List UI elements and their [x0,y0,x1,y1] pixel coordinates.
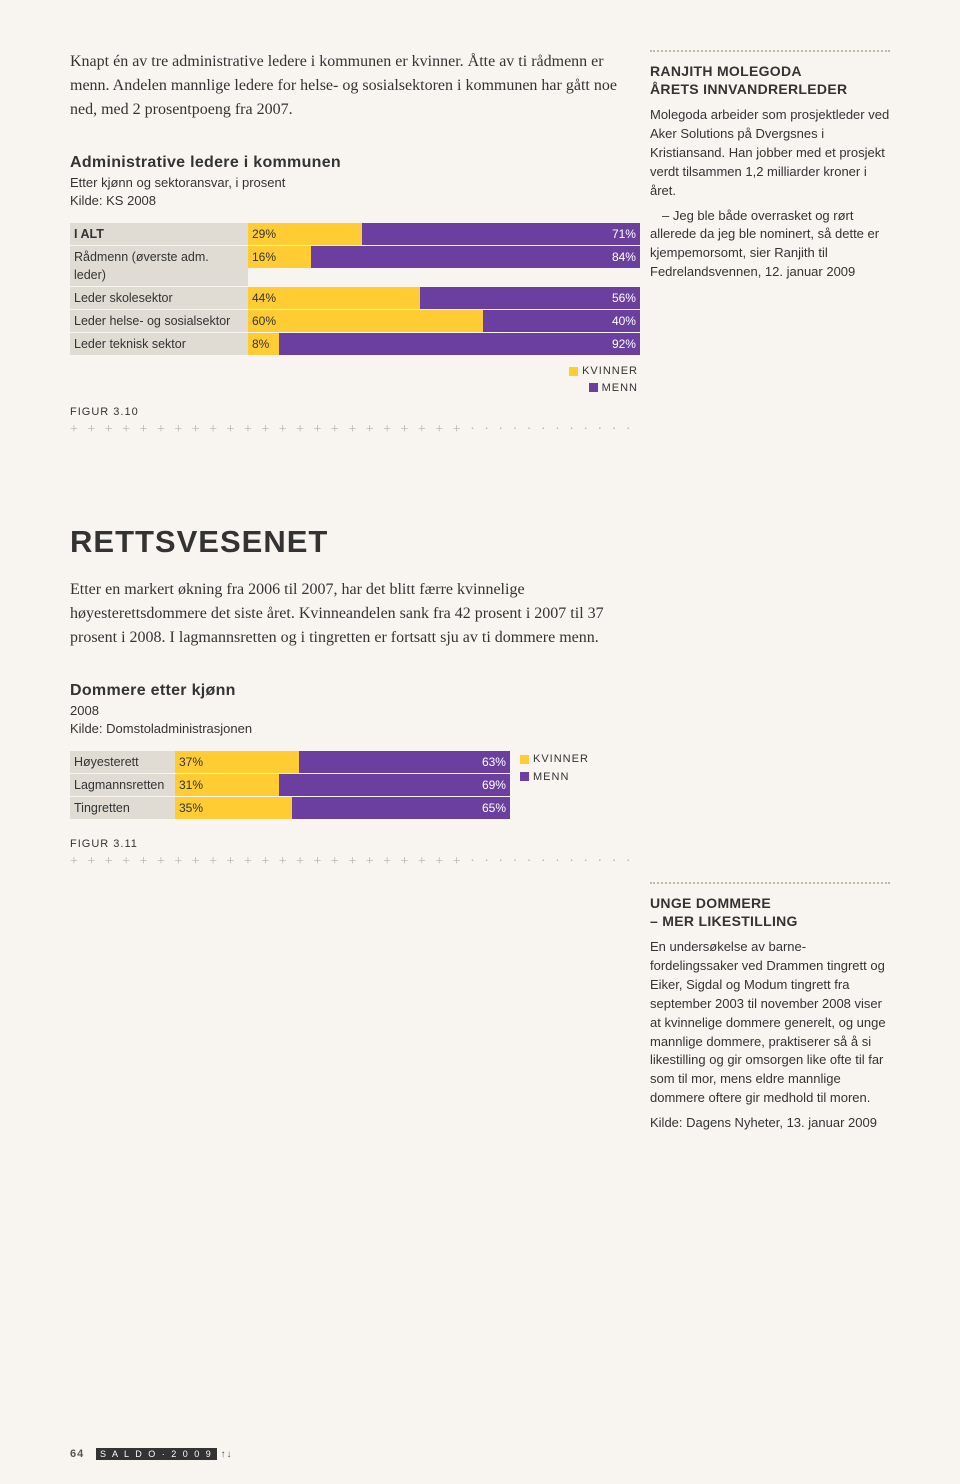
sidebar2-title-l2: – MER LIKESTILLING [650,913,798,929]
page-footer: 64 S A L D O · 2 0 0 9 ↑↓ [70,1448,233,1460]
chart1-legend: KVINNER MENN [70,363,640,396]
footer-arrows: ↑↓ [221,1449,233,1460]
bar-kvinner: 60% [248,310,483,332]
sidebar2-p1: En undersøkelse av barne-fordelingssaker… [650,938,890,1108]
sidebar1-title-l1: RANJITH MOLEGODA [650,63,802,79]
sidebar1-title-l2: ÅRETS INNVANDRERLEDER [650,81,847,97]
chart-row-label: Leder helse- og sosialsektor [70,310,248,332]
chart-row-label: Høyesterett [70,751,175,773]
bar-menn: 65% [292,797,510,819]
intro-paragraph-1: Knapt én av tre administrative ledere i … [70,50,640,122]
intro-paragraph-2: Etter en markert økning fra 2006 til 200… [70,578,640,650]
sidebar1-p2: – Jeg ble både overrasket og rørt allere… [650,207,890,282]
sidebar-dommere: UNGE DOMMERE – MER LIKESTILLING En under… [650,882,890,1133]
chart-row: I ALT29%71% [70,223,640,245]
chart2: Høyesterett37%63%Lagmannsretten31%69%Tin… [70,751,510,820]
sidebar2-p2: Kilde: Dagens Nyheter, 13. januar 2009 [650,1114,890,1133]
bar-kvinner: 37% [175,751,299,773]
chart-row-label: I ALT [70,223,248,245]
bar-menn: 63% [299,751,510,773]
chart-row-label: Tingretten [70,797,175,819]
bar-kvinner: 31% [175,774,279,796]
chart2-sub1: 2008 [70,703,99,718]
chart1-sub1: Etter kjønn og sektoransvar, i prosent [70,175,285,190]
chart2-legend: KVINNER MENN [520,751,589,786]
page-number: 64 [70,1448,84,1460]
chart-row: Rådmenn (øverste adm. leder)16%84% [70,246,640,286]
chart-row: Høyesterett37%63% [70,751,510,773]
bar-kvinner: 44% [248,287,420,309]
bar-menn: 84% [311,246,640,268]
chart-row: Leder skolesektor44%56% [70,287,640,309]
chart1-figref: FIGUR 3.10 [70,406,640,418]
chart-row-label: Rådmenn (øverste adm. leder) [70,246,248,286]
chart-row: Leder teknisk sektor8%92% [70,333,640,355]
chart-row: Leder helse- og sosialsektor60%40% [70,310,640,332]
chart1: I ALT29%71%Rådmenn (øverste adm. leder)1… [70,223,640,355]
chart2-title: Dommere etter kjønn [70,682,640,700]
chart-row-label: Leder teknisk sektor [70,333,248,355]
chart2-sub2: Kilde: Domstoladministrasjonen [70,721,252,736]
sidebar2-title-l1: UNGE DOMMERE [650,895,771,911]
chart-row-label: Leder skolesektor [70,287,248,309]
chart2-figref: FIGUR 3.11 [70,838,640,850]
chart-row-label: Lagmannsretten [70,774,175,796]
chart1-title: Administrative ledere i kommunen [70,154,640,172]
bar-menn: 92% [279,333,640,355]
dotted-divider-1: + + + + + + + + + + + + + + + + + + + + … [70,422,640,434]
sidebar1-p1: Molegoda arbeider som prosjektleder ved … [650,106,890,200]
sidebar-ranjith: RANJITH MOLEGODA ÅRETS INNVANDRERLEDER M… [650,50,890,282]
bar-menn: 56% [420,287,640,309]
bar-kvinner: 29% [248,223,362,245]
bar-menn: 69% [279,774,510,796]
footer-badge: S A L D O · 2 0 0 9 [96,1448,217,1460]
dotted-divider-2: + + + + + + + + + + + + + + + + + + + + … [70,854,640,866]
chart-row: Tingretten35%65% [70,797,510,819]
bar-menn: 40% [483,310,640,332]
bar-kvinner: 35% [175,797,292,819]
chart1-sub2: Kilde: KS 2008 [70,193,156,208]
bar-kvinner: 16% [248,246,311,268]
bar-kvinner: 8% [248,333,279,355]
chart-row: Lagmannsretten31%69% [70,774,510,796]
heading-rettsvesenet: RETTSVESENET [70,524,640,560]
bar-menn: 71% [362,223,640,245]
